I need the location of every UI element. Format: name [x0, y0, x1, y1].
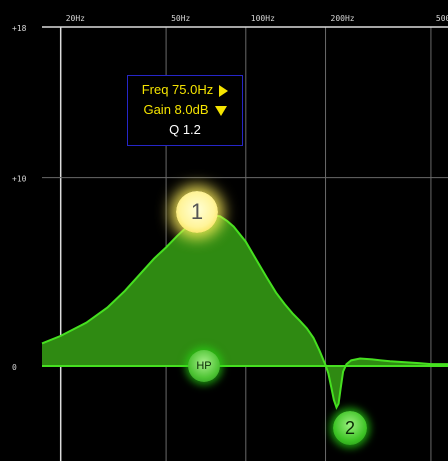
band-1-label: 1 [190, 199, 204, 224]
gain-readout: Gain 8.0dB [143, 102, 209, 117]
highpass-label: HP [196, 360, 212, 372]
y-tick-label-plus10: +10 [12, 175, 27, 184]
q-readout: Q 1.2 [169, 122, 201, 137]
band-1-handle[interactable]: 1 [176, 191, 218, 233]
gain-row[interactable]: Gain 8.0dB [128, 100, 242, 120]
axis-labels: 20Hz 50Hz 100Hz 200Hz 500Hz +18 +10 0 [12, 14, 448, 372]
freq-readout: Freq 75.0Hz [141, 82, 214, 97]
band-2-label: 2 [344, 417, 355, 438]
response-curve [41, 214, 448, 410]
band-2-handle[interactable]: 2 [333, 411, 367, 445]
response-line [41, 214, 448, 410]
arrow-down-icon[interactable] [214, 105, 227, 116]
x-tick-label-50hz: 50Hz [171, 14, 190, 23]
y-tick-label-0: 0 [12, 363, 17, 372]
x-tick-label-500hz: 500Hz [436, 14, 448, 23]
freq-row[interactable]: Freq 75.0Hz [128, 80, 242, 100]
y-tick-label-plus18: +18 [12, 24, 27, 33]
highpass-handle[interactable]: HP [188, 350, 220, 382]
x-tick-label-100hz: 100Hz [251, 14, 275, 23]
response-fill [42, 215, 448, 408]
arrow-right-icon[interactable] [219, 84, 229, 97]
x-tick-label-20hz: 20Hz [66, 14, 85, 23]
q-row[interactable]: Q 1.2 [128, 120, 242, 140]
band-info-panel: Freq 75.0Hz Gain 8.0dB Q 1.2 [127, 75, 243, 146]
x-tick-label-200hz: 200Hz [331, 14, 355, 23]
